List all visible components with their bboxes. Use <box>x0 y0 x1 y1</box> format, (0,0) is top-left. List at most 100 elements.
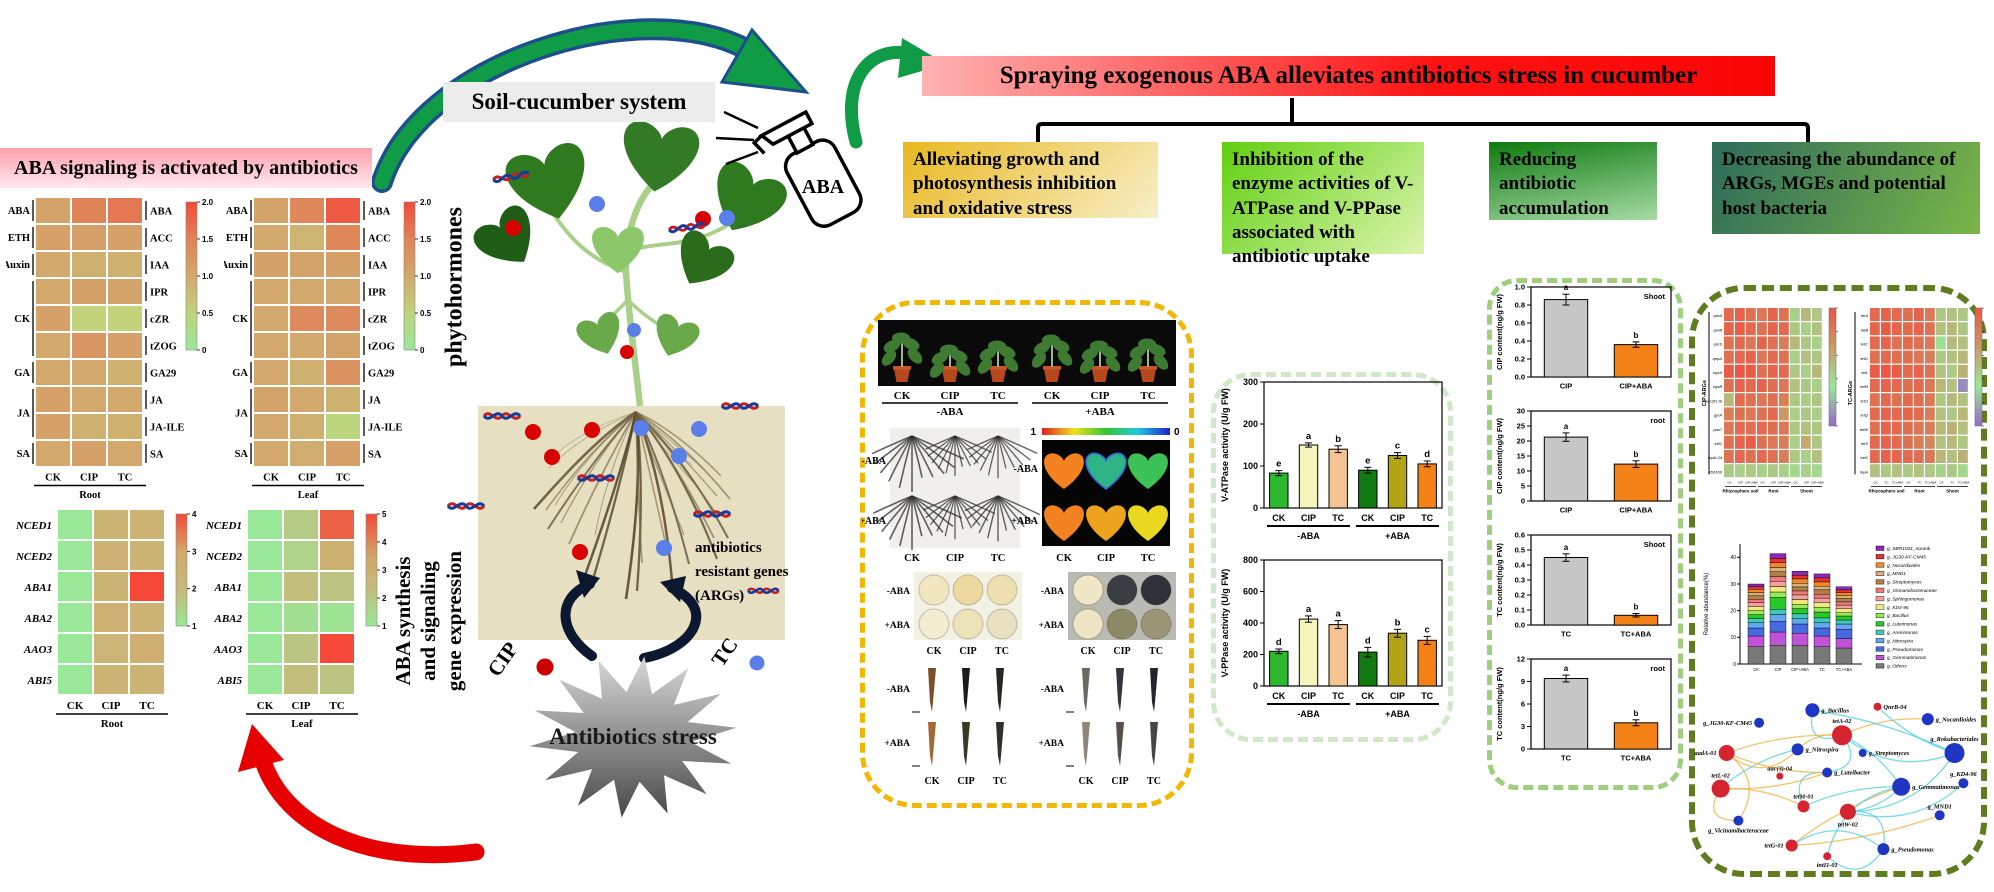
svg-text:tetM: tetM <box>1860 384 1868 389</box>
svg-text:+ABA: +ABA <box>862 516 887 527</box>
svg-text:Rhizosphere soil: Rhizosphere soil <box>1722 488 1758 493</box>
svg-text:tetL: tetL <box>1861 370 1868 375</box>
svg-text:g_Arenimonas: g_Arenimonas <box>1887 630 1919 636</box>
svg-text:c: c <box>1395 441 1400 452</box>
right-banner: Spraying exogenous ABA alleviates antibi… <box>922 56 1775 96</box>
svg-text:+ABA: +ABA <box>885 739 911 749</box>
svg-text:0.2: 0.2 <box>1515 591 1525 600</box>
svg-text:400: 400 <box>1243 618 1258 628</box>
svg-text:0.4: 0.4 <box>1515 561 1526 570</box>
gene-label-line2: and signaling <box>416 561 441 681</box>
svg-text:1: 1 <box>192 622 197 631</box>
vatpase-bar-chart: V-ATPase activity (U/g FW) 0 100 200 300 e CK a… <box>1216 376 1448 554</box>
panel1-header: Alleviating growth and photosynthesis in… <box>903 142 1158 219</box>
svg-text:12: 12 <box>1517 655 1525 664</box>
svg-text:0.5: 0.5 <box>1515 546 1525 555</box>
svg-text:V-PPase activity (U/g FW): V-PPase activity (U/g FW) <box>1220 569 1230 678</box>
svg-text:+ABA: +ABA <box>885 621 911 631</box>
svg-text:tZOG: tZOG <box>368 342 395 353</box>
gene-heatmap-root: NCED1 NCED2 ABA1 ABA2 AAO3 ABI5 CK CIP TC Root 4 3 2… <box>8 502 204 748</box>
svg-text:TC: TC <box>1561 630 1572 639</box>
cip-shoot-bar-chart: CIP content(ng/g FW) 0.0 0.2 0.4 0.6 0.8 1.0 a C… <box>1493 282 1679 406</box>
svg-text:TC content(ng/g FW): TC content(ng/g FW) <box>1495 543 1504 617</box>
svg-text:+ABA: +ABA <box>1039 621 1065 631</box>
svg-text:JA: JA <box>368 396 381 407</box>
svg-text:CK: CK <box>894 390 911 402</box>
svg-text:0.0: 0.0 <box>1515 621 1525 630</box>
svg-text:aadA-01: aadA-01 <box>1695 750 1717 757</box>
phytohormones-side-label: phytohormones <box>441 206 467 368</box>
svg-text:Root: Root <box>1768 488 1779 493</box>
svg-text:g_Bacillus: g_Bacillus <box>1887 613 1909 619</box>
svg-text:2.0: 2.0 <box>202 198 214 207</box>
svg-text:tetO: tetO <box>1860 398 1868 403</box>
svg-text:SA: SA <box>368 450 382 461</box>
svg-text:g_JG30-KF-CM45: g_JG30-KF-CM45 <box>1887 554 1926 560</box>
svg-text:1: 1 <box>382 622 387 631</box>
svg-text:TC: TC <box>1149 646 1163 657</box>
svg-text:CK: CK <box>1272 691 1285 701</box>
svg-text:e: e <box>1276 459 1281 470</box>
svg-text:CIP: CIP <box>1301 691 1316 701</box>
cip-dot <box>536 658 554 676</box>
svg-text:CIP: CIP <box>1390 513 1405 523</box>
svg-text:30: 30 <box>1730 582 1736 588</box>
svg-text:1.0: 1.0 <box>1515 283 1525 292</box>
svg-text:30: 30 <box>1517 407 1525 416</box>
svg-text:-ABA: -ABA <box>862 456 887 467</box>
svg-text:40: 40 <box>1730 555 1736 561</box>
svg-text:JA: JA <box>150 396 163 407</box>
svg-text:CK: CK <box>1939 480 1943 484</box>
spray-lines <box>715 110 759 166</box>
svg-text:g_Gemmatimonas: g_Gemmatimonas <box>1911 784 1960 791</box>
svg-text:CIP: CIP <box>946 553 965 564</box>
phytohormone-heatmap-root: ABA ETH Auxin CK GA JA SA ABA ACC IAA IPR cZR tZOG GA… <box>6 190 222 506</box>
svg-text:CK: CK <box>1753 667 1759 672</box>
svg-text:TC: TC <box>991 553 1006 564</box>
svg-text:tetA-02: tetA-02 <box>1833 718 1852 725</box>
svg-text:g_MND1: g_MND1 <box>1927 803 1952 810</box>
svg-text:Rhizosphere soil: Rhizosphere soil <box>1868 488 1904 493</box>
svg-text:SA: SA <box>235 449 249 460</box>
panel3-border <box>1487 278 1683 790</box>
svg-text:800: 800 <box>1243 555 1258 565</box>
svg-text:tnpA-04: tnpA-04 <box>1708 455 1723 460</box>
panel4-border <box>1689 285 1987 877</box>
svg-text:0: 0 <box>1733 662 1736 668</box>
svg-text:TC: TC <box>1561 754 1572 763</box>
svg-text:TC: TC <box>336 473 351 484</box>
svg-text:Root: Root <box>1914 488 1925 493</box>
svg-text:CK: CK <box>1361 513 1374 523</box>
svg-text:g_Nitrospira: g_Nitrospira <box>1887 638 1913 644</box>
svg-text:g_Nocardioides: g_Nocardioides <box>1935 716 1977 723</box>
svg-text:g_Gemmatimonas: g_Gemmatimonas <box>1887 655 1927 661</box>
svg-text:CIP+ABA: CIP+ABA <box>1745 480 1758 484</box>
svg-text:1: 1 <box>1030 427 1036 438</box>
spray-bottle-icon: ABA <box>715 109 863 229</box>
svg-text:200: 200 <box>1243 419 1258 429</box>
svg-text:SA: SA <box>17 449 31 460</box>
svg-text:600: 600 <box>1243 587 1258 597</box>
svg-text:-ABA: -ABA <box>887 587 910 597</box>
svg-text:aac(3)-04: aac(3)-04 <box>1767 766 1792 773</box>
svg-text:NCED1: NCED1 <box>205 520 242 532</box>
svg-text:-ABA: -ABA <box>937 406 964 418</box>
svg-text:ABA: ABA <box>368 207 391 218</box>
svg-text:10: 10 <box>1730 635 1736 641</box>
svg-text:b: b <box>1634 603 1639 612</box>
svg-text:CK: CK <box>927 646 942 657</box>
svg-text:a: a <box>1564 422 1569 431</box>
svg-text:g_KD4-96: g_KD4-96 <box>1887 605 1909 611</box>
svg-text:ABI5: ABI5 <box>27 675 53 687</box>
svg-text:25: 25 <box>1517 422 1525 431</box>
svg-text:GA: GA <box>14 368 30 379</box>
svg-text:0: 0 <box>1521 745 1525 754</box>
svg-text:+ABA: +ABA <box>1039 739 1065 749</box>
svg-text:1.5: 1.5 <box>202 235 214 244</box>
svg-text:CK: CK <box>925 776 940 787</box>
svg-text:g_Nocardioides: g_Nocardioides <box>1887 563 1921 569</box>
svg-text:g_Luteimonas: g_Luteimonas <box>1887 622 1918 628</box>
svg-text:a: a <box>1336 609 1342 620</box>
svg-text:20: 20 <box>1730 609 1736 615</box>
svg-text:GA29: GA29 <box>368 369 394 380</box>
